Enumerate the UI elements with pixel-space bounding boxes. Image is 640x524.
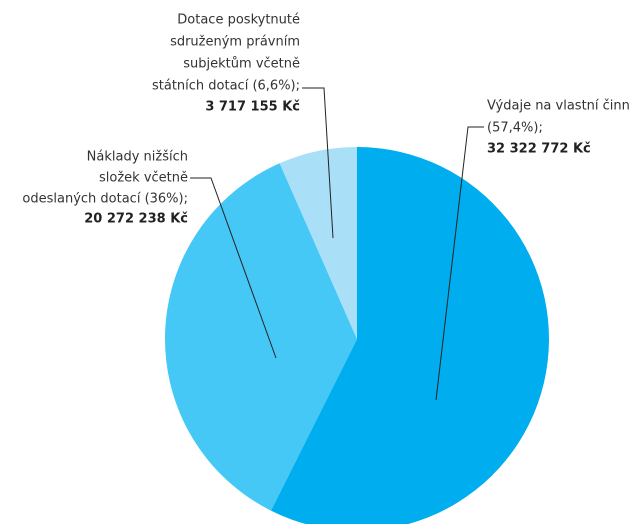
- pie-slice: [279, 147, 357, 339]
- slice-label: Výdaje na vlastní činn: [487, 99, 630, 114]
- slice-label: subjektům včetně: [183, 57, 300, 72]
- pie-slice: [270, 147, 549, 524]
- leader-line: [302, 87, 334, 239]
- slice-label: odeslaných dotací (36%);: [22, 192, 188, 207]
- pie: [165, 147, 549, 524]
- slice-value-label: 20 272 238 Kč: [84, 212, 188, 227]
- leader-line: [190, 177, 277, 359]
- slice-label: státních dotací (6,6%);: [152, 79, 300, 94]
- pie-slice: [165, 163, 357, 511]
- leader-line: [435, 126, 484, 401]
- slice-label: Dotace poskytnuté: [177, 13, 300, 28]
- slice-label: (57,4%);: [487, 121, 543, 136]
- slice-label: Náklady nižších: [87, 150, 188, 165]
- slice-value-label: 3 717 155 Kč: [205, 100, 300, 115]
- slice-label: sdruženým právním: [170, 35, 300, 50]
- slice-value-label: 32 322 772 Kč: [487, 142, 591, 157]
- slice-label: složek včetně: [99, 171, 188, 186]
